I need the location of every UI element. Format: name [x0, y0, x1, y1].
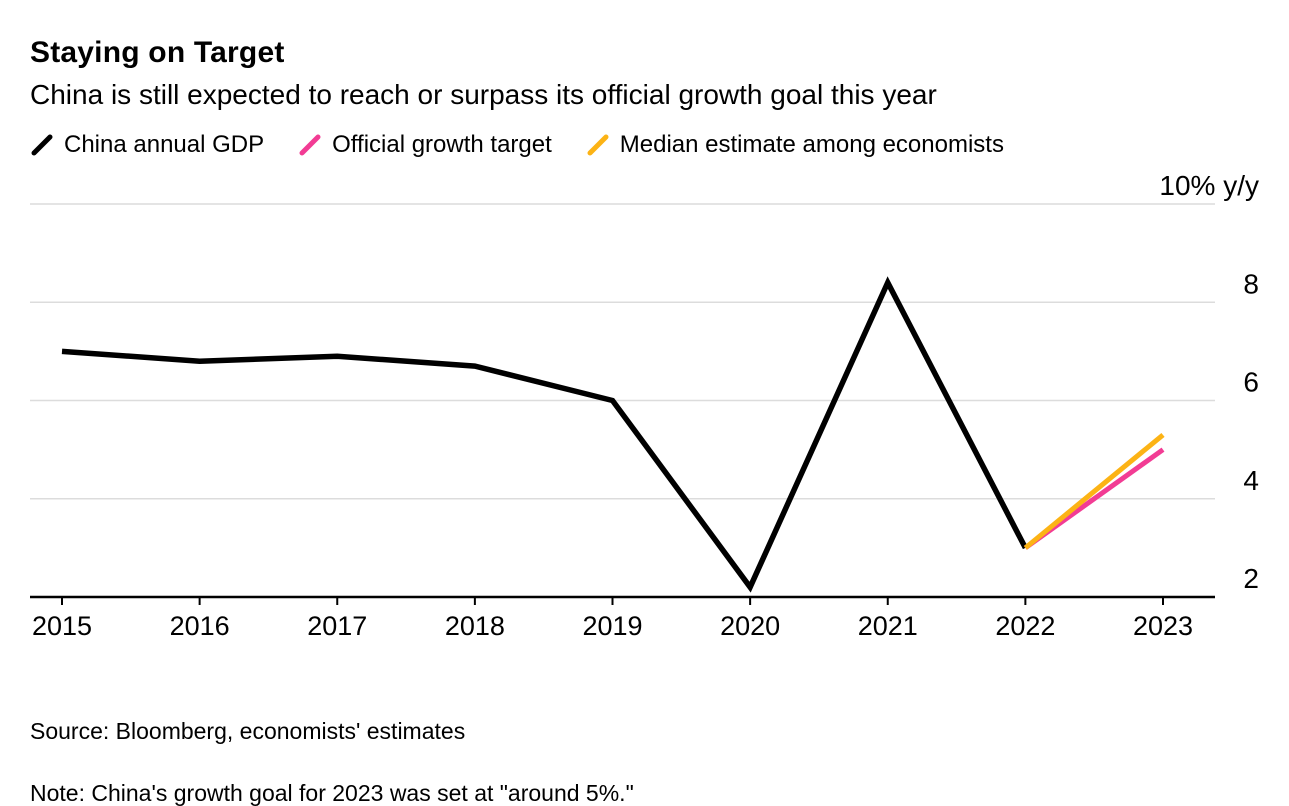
chart-svg: 10% y/y 8 6 4 2 2015 2016 2017 2018 2019 2020 2021 2…	[30, 170, 1259, 641]
chart-area: 10% y/y 8 6 4 2 2015 2016 2017 2018 2019 2020 2021 2…	[30, 167, 1259, 667]
y-axis-tick-label: 4	[1243, 465, 1259, 496]
x-axis-label: 2016	[170, 611, 230, 641]
x-axis-label: 2020	[720, 611, 780, 641]
x-axis-label: 2023	[1133, 611, 1193, 641]
target-swatch-line	[299, 134, 321, 156]
series-line-china-annual-gdp	[61, 276, 1028, 593]
y-axis-tick-label: 2	[1243, 563, 1259, 594]
legend-item-gdp: China annual GDP	[30, 131, 264, 159]
x-axis-label: 2022	[995, 611, 1055, 641]
legend: China annual GDP Official growth target …	[30, 131, 1259, 159]
estimate-swatch-line	[587, 134, 609, 156]
note-text: Note: China's growth goal for 2023 was s…	[30, 780, 634, 806]
bloomberg-logo: Bloomberg	[1109, 801, 1259, 806]
y-axis-tick-label: 10% y/y	[1159, 170, 1259, 201]
x-axis-label: 2019	[582, 611, 642, 641]
gdp-line-swatch-icon	[31, 134, 53, 156]
legend-label-estimate: Median estimate among economists	[619, 131, 1004, 159]
x-axis-label: 2017	[307, 611, 367, 641]
legend-item-target: Official growth target	[298, 131, 552, 159]
estimate-line-swatch-icon	[587, 134, 609, 156]
footer-notes: Source: Bloomberg, economists' estimates…	[30, 685, 634, 806]
chart-title: Staying on Target	[30, 36, 285, 69]
source-text: Source: Bloomberg, economists' estimates	[30, 718, 466, 745]
y-axis-tick-label: 8	[1243, 268, 1259, 299]
y-axis-tick-label: 6	[1243, 367, 1259, 398]
footer: Source: Bloomberg, economists' estimates…	[30, 685, 1259, 806]
target-line-swatch-icon	[299, 134, 321, 156]
x-axis-label: 2021	[858, 611, 918, 641]
legend-item-estimate: Median estimate among economists	[586, 131, 1004, 159]
legend-label-target: Official growth target	[332, 131, 552, 159]
chart-subtitle: China is still expected to reach or surp…	[30, 79, 937, 110]
x-axis-label: 2015	[32, 611, 92, 641]
gdp-swatch-line	[31, 134, 53, 156]
x-axis-label: 2018	[445, 611, 505, 641]
series-line-median-estimate-among-economists	[1023, 433, 1165, 550]
legend-label-gdp: China annual GDP	[64, 131, 265, 159]
